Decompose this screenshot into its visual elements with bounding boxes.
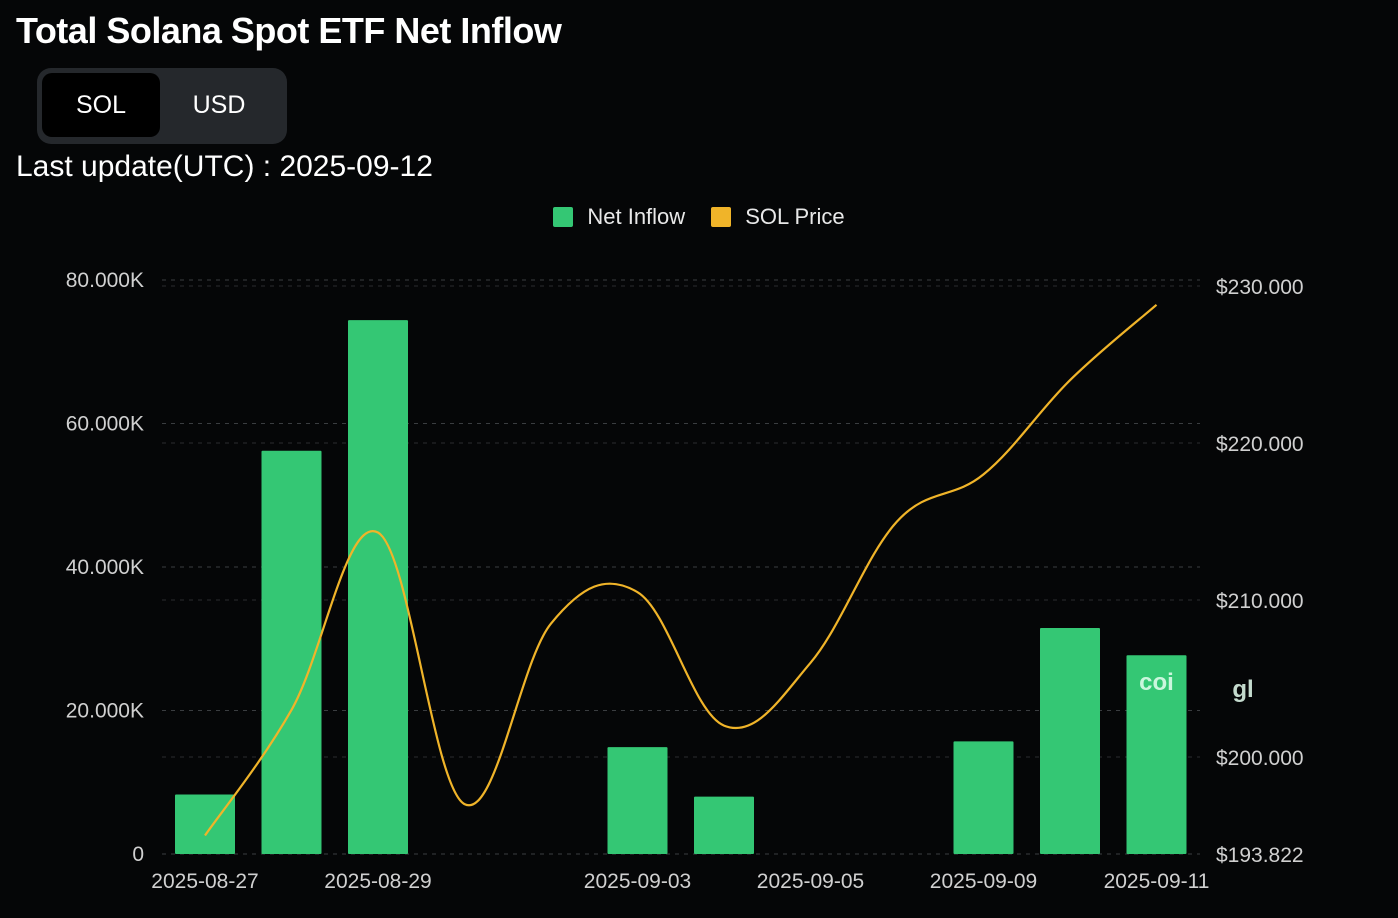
legend-item-sol-price[interactable]: SOL Price (711, 204, 845, 230)
x-tick-label: 2025-09-03 (584, 870, 691, 893)
bar-2025-09-04 (694, 796, 754, 854)
bar-2025-09-10 (1040, 627, 1100, 854)
bar-2025-09-09 (953, 741, 1014, 854)
y-right-tick-label: $210.000 (1216, 590, 1304, 613)
x-tick-label: 2025-09-11 (1104, 870, 1210, 893)
x-tick-label: 2025-08-29 (324, 870, 431, 893)
watermark-text: gl (1232, 676, 1253, 703)
legend-label-net-inflow: Net Inflow (587, 204, 686, 229)
bar-2025-09-11 (1126, 655, 1187, 854)
legend-label-sol-price: SOL Price (745, 204, 845, 229)
y-left-tick-label: 40.000K (66, 556, 144, 579)
bar-2025-09-03 (607, 747, 668, 854)
y-left-tick-label: 20.000K (66, 700, 144, 723)
y-left-tick-label: 80.000K (66, 269, 144, 292)
y-left-tick-label: 0 (132, 843, 144, 866)
toggle-sol-button[interactable]: SOL (42, 73, 160, 137)
last-update-text: Last update(UTC) : 2025-09-12 (16, 150, 433, 183)
chart-title: Total Solana Spot ETF Net Inflow (16, 10, 562, 51)
x-tick-label: 2025-08-27 (151, 870, 258, 893)
sol-price-line (204, 304, 1158, 837)
unit-toggle: SOL USD (37, 68, 287, 144)
bar-2025-08-29 (348, 320, 408, 854)
x-tick-label: 2025-09-09 (930, 870, 1037, 893)
y-right-tick-label: $200.000 (1216, 747, 1304, 770)
y-right-tick-label: $230.000 (1216, 276, 1304, 299)
legend-item-net-inflow[interactable]: Net Inflow (553, 204, 685, 230)
toggle-usd-button[interactable]: USD (192, 90, 246, 119)
y-right-tick-label: $220.000 (1216, 433, 1304, 456)
y-right-tick-label: $193.822 (1216, 844, 1304, 867)
legend-swatch-sol-price (711, 207, 732, 227)
bar-2025-08-27 (175, 794, 235, 854)
legend-swatch-net-inflow (553, 207, 574, 227)
bar-2025-08-28 (261, 450, 322, 854)
chart-legend: Net Inflow SOL Price (0, 204, 1398, 230)
y-left-tick-label: 60.000K (66, 413, 144, 436)
watermark-text: coi (1139, 669, 1174, 696)
x-tick-label: 2025-09-05 (757, 870, 864, 893)
